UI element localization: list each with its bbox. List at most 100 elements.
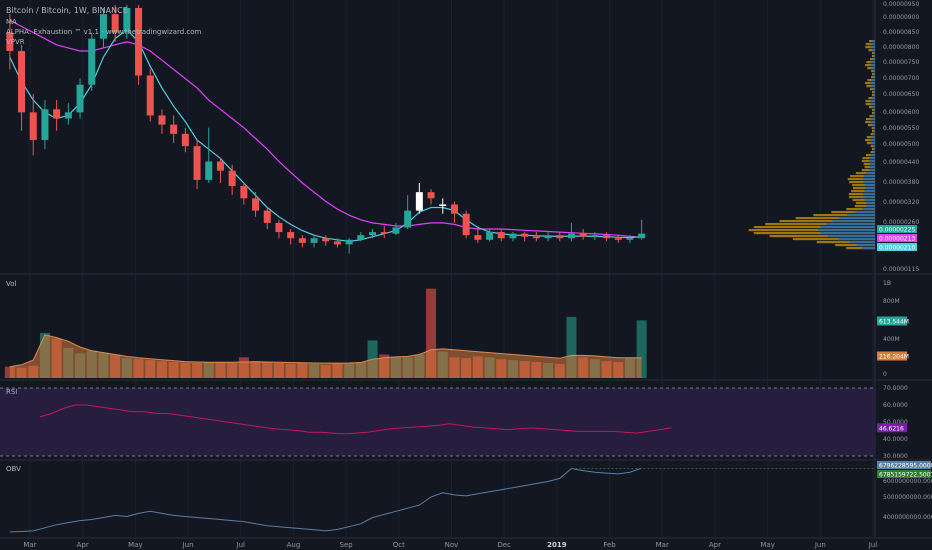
time-tick-label: Mar — [23, 541, 36, 549]
price-badge-label: 0.00000210 — [879, 245, 915, 252]
price-badge-label: 0.00000225 — [879, 227, 915, 234]
candle-body — [626, 238, 634, 240]
vpvr-bar-down — [870, 64, 875, 67]
candle-body — [567, 233, 575, 239]
vpvr-bar-down — [869, 157, 875, 160]
vpvr-bar-up — [872, 109, 875, 112]
time-tick-label: Jun — [182, 541, 194, 549]
time-tick-label: May — [128, 541, 142, 549]
vpvr-bar-up — [846, 247, 875, 250]
time-tick-label: Oct — [393, 541, 405, 549]
vpvr-bar-down — [872, 49, 875, 52]
vpvr-bar-down — [871, 67, 875, 70]
candle-body — [591, 235, 599, 237]
vpvr-bar-up — [835, 244, 875, 247]
vpvr-bar-down — [825, 223, 875, 226]
candle-body — [638, 233, 646, 239]
vpvr-bar-down — [870, 118, 875, 121]
volume-ma-line — [9, 334, 642, 368]
vpvr-bar-up — [865, 64, 875, 67]
vpvr-bar-down — [873, 91, 875, 94]
obv-line — [9, 467, 642, 533]
time-tick-label: 2019 — [547, 541, 567, 549]
vpvr-bar-up — [861, 169, 875, 172]
vpvr-bar-down — [863, 196, 875, 199]
volume-badge — [877, 351, 907, 361]
time-tick-label: Sep — [340, 541, 354, 549]
rsi-tick-label: 50.0000 — [883, 419, 908, 426]
volume-tick-label: 0 — [883, 371, 887, 378]
vpvr-bar-up — [871, 70, 875, 73]
vpvr-bar-down — [873, 112, 875, 115]
vpvr-bar-down — [870, 82, 875, 85]
price-tick-label: 0.00000550 — [883, 125, 919, 132]
candle-body — [205, 161, 213, 180]
vpvr-bar-down — [827, 235, 875, 238]
vpvr-bar-up — [855, 172, 875, 175]
rsi-tick-label: 40.0000 — [883, 436, 908, 443]
vpvr-bar-down — [873, 52, 875, 55]
time-tick-label: Jul — [868, 541, 878, 549]
vpvr-bar-down — [871, 85, 875, 88]
vpvr-bar-up — [779, 220, 875, 223]
candle-body — [228, 170, 236, 187]
vpvr-bar-up — [869, 115, 875, 118]
vpvr-bar-down — [847, 214, 875, 217]
vpvr-bar-down — [870, 103, 875, 106]
rsi-tick-label: 60.0000 — [883, 402, 908, 409]
vpvr-bar-down — [870, 46, 875, 49]
vpvr-bar-down — [820, 226, 875, 229]
vpvr-bar-up — [865, 82, 875, 85]
vpvr-bar-up — [748, 229, 875, 232]
time-tick-label: Aug — [287, 541, 301, 549]
vpvr-bar-down — [870, 166, 875, 169]
vpvr-bar-down — [864, 184, 875, 187]
vpvr-bar-down — [862, 178, 875, 181]
price-pane[interactable] — [6, 4, 646, 254]
vpvr-bar-down — [870, 139, 875, 142]
candle-body — [252, 198, 260, 211]
candle-body — [509, 233, 517, 239]
vpvr-bar-down — [873, 109, 875, 112]
vpvr-bar-up — [866, 136, 875, 139]
rsi-badge — [877, 423, 907, 433]
vpvr-bar-down — [872, 115, 875, 118]
obv-pane[interactable] — [9, 467, 875, 533]
price-tick-label: 0.00000380 — [883, 179, 919, 186]
candle-body — [380, 232, 388, 234]
volume-bar — [426, 288, 437, 378]
price-tick-label: 0.00000320 — [883, 199, 919, 206]
volume-tick-label: 400M — [883, 336, 900, 343]
time-tick-label: May — [760, 541, 774, 549]
vpvr-bar-down — [863, 175, 875, 178]
rsi-tick-label: 30.0000 — [883, 453, 908, 460]
volume-badge-label: 216.204M — [879, 354, 909, 361]
vpvr-bar-down — [866, 202, 875, 205]
candle-body — [240, 186, 248, 199]
vpvr-bar-up — [795, 217, 875, 220]
vpvr-bar-up — [865, 46, 875, 49]
vpvr-bar-down — [873, 145, 875, 148]
vpvr-bar-down — [873, 127, 875, 130]
vpvr-bar-up — [865, 103, 875, 106]
rsi-pane[interactable] — [0, 387, 875, 457]
candle-body — [532, 236, 540, 239]
vpvr-bar-down — [873, 148, 875, 151]
vpvr-bar-up — [865, 139, 875, 142]
time-tick-label: Apr — [77, 541, 89, 549]
price-tick-label: 0.00000600 — [883, 109, 919, 116]
vpvr-bar-up — [861, 160, 875, 163]
vpvr-bar-up — [852, 187, 875, 190]
volume-pane[interactable] — [4, 288, 647, 378]
volume-tick-label: 1B — [883, 280, 891, 287]
vpvr-bar-up — [868, 97, 875, 100]
candle-body — [6, 32, 14, 51]
vpvr-bar-down — [862, 208, 875, 211]
candle-body — [544, 235, 552, 239]
vpvr-bar-down — [869, 163, 875, 166]
price-tick-label: 0.00000800 — [883, 44, 919, 51]
candle-body — [18, 50, 26, 113]
candle-body — [29, 112, 37, 140]
vpvr-bar-down — [873, 55, 875, 58]
